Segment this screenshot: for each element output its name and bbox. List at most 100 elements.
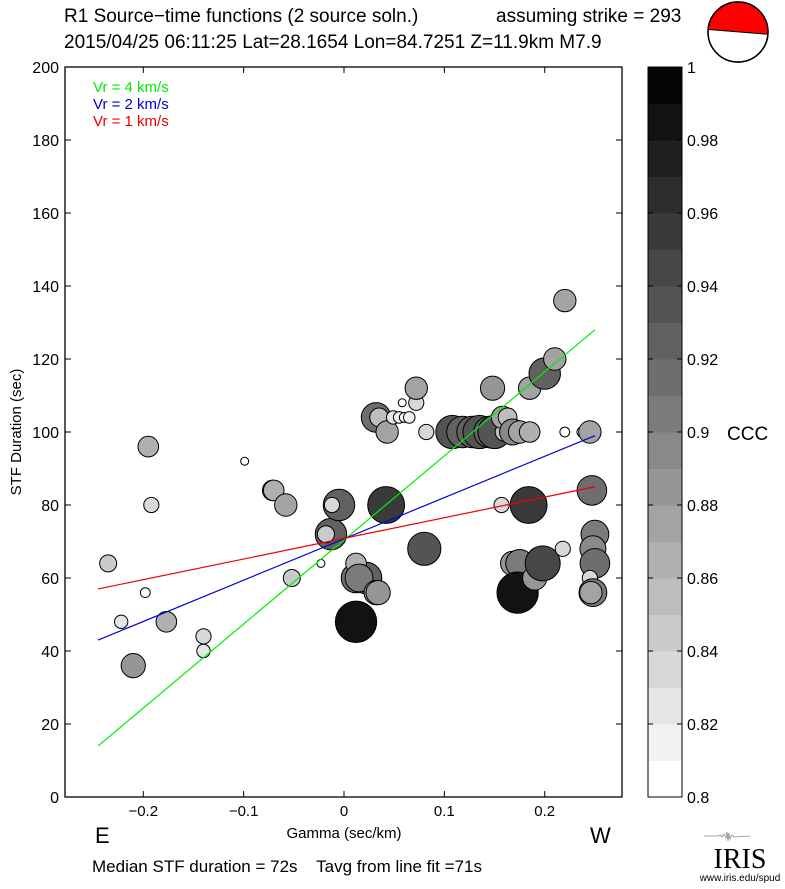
colorbar-step: [648, 432, 682, 469]
data-point: [553, 288, 577, 313]
colorbar-tick-label: 0.96: [687, 206, 718, 223]
data-point: [196, 643, 211, 659]
y-tick-label: 60: [41, 571, 59, 588]
data-point: [524, 545, 561, 582]
data-point: [543, 347, 567, 371]
legend-entry: Vr = 4 km/s: [93, 79, 169, 96]
colorbar-tick-label: 0.88: [687, 498, 718, 515]
data-point: [334, 600, 378, 643]
strike-label: assuming strike = 293: [496, 6, 682, 27]
data-point: [274, 493, 298, 517]
chart-title-line2: 2015/04/25 06:11:25 Lat=28.1654 Lon=84.7…: [64, 32, 602, 53]
x-axis-label: Gamma (sec/km): [286, 825, 401, 842]
x-tick-label: 0.2: [534, 803, 555, 820]
data-point: [282, 569, 301, 587]
colorbar-tick-label: 0.82: [687, 717, 718, 734]
x-tick-label: −0.1: [229, 803, 259, 820]
y-tick-label: 200: [32, 60, 59, 77]
data-point: [404, 376, 428, 400]
colorbar-step: [648, 724, 682, 761]
colorbar-step: [648, 578, 682, 615]
colorbar-step: [648, 651, 682, 688]
data-point: [316, 558, 326, 568]
data-point: [576, 475, 608, 506]
iris-logo-text: IRIS: [714, 844, 767, 875]
y-tick-label: 40: [41, 644, 59, 661]
data-point: [365, 580, 391, 606]
colorbar-step: [648, 67, 682, 104]
x-tick-label: 0: [340, 803, 348, 820]
colorbar-tick-label: 0.8: [687, 790, 709, 807]
colorbar-step: [648, 140, 682, 177]
data-point: [99, 554, 118, 573]
colorbar-tick-label: 0.98: [687, 133, 718, 150]
colorbar-step: [648, 505, 682, 542]
colorbar-step: [648, 213, 682, 250]
data-point: [554, 540, 571, 557]
y-tick-label: 80: [41, 498, 59, 515]
data-point: [114, 614, 129, 629]
focal-mechanism-beachball-icon: [707, 1, 769, 63]
colorbar: 0.8 0.82 0.84 0.86 0.88 0.9 0.92 0.94 0.96 0.98 1: [647, 60, 718, 807]
y-tick-label: 140: [32, 279, 59, 296]
data-point: [344, 563, 374, 593]
y-tick-label: 180: [32, 133, 59, 150]
colorbar-step: [648, 541, 682, 579]
iris-logo[interactable]: IRIS www.iris.edu/spud: [699, 831, 782, 884]
data-point: [407, 531, 442, 566]
colorbar-label: CCC: [727, 424, 768, 445]
chart-title-line1: R1 Source−time functions (2 source soln.…: [64, 6, 419, 27]
colorbar-step: [648, 687, 682, 725]
data-point: [579, 580, 603, 605]
y-tick-label: 100: [32, 425, 59, 442]
colorbar-tick-label: 1: [687, 60, 696, 77]
colorbar-tick-label: 0.94: [687, 279, 718, 296]
colorbar-step: [648, 176, 682, 214]
colorbar-step: [648, 249, 682, 287]
data-point: [137, 435, 160, 458]
iris-logo-url: www.iris.edu/spud: [700, 873, 780, 884]
colorbar-tick-label: 0.92: [687, 352, 718, 369]
colorbar-step: [648, 359, 682, 396]
colorbar-step: [648, 286, 682, 323]
y-tick-label: 20: [41, 717, 59, 734]
west-label: W: [590, 823, 611, 848]
data-point: [323, 496, 341, 514]
footer-summary: Median STF duration = 72s Tavg from line…: [92, 857, 482, 876]
data-point: [195, 628, 212, 645]
data-point: [139, 587, 151, 598]
legend-entry: Vr = 2 km/s: [93, 96, 169, 113]
data-point: [143, 496, 160, 514]
data-point: [316, 525, 335, 544]
data-point: [578, 420, 602, 444]
colorbar-step: [648, 395, 682, 433]
colorbar-step: [648, 760, 682, 798]
colorbar-step: [648, 468, 682, 506]
colorbar-tick-label: 0.9: [687, 425, 709, 442]
colorbar-step: [648, 322, 682, 360]
data-point: [397, 398, 407, 408]
x-tick-label: −0.2: [128, 803, 158, 820]
legend-entry: Vr = 1 km/s: [93, 113, 169, 130]
colorbar-step: [648, 103, 682, 141]
colorbar-step: [648, 614, 682, 652]
plot-area: −0.2 −0.1 0 0.1 0.2 0 20 40 60 80 100 120 140 160 180 2…: [32, 60, 623, 820]
data-point: [402, 411, 416, 424]
y-axis-label: STF Duration (sec): [8, 369, 25, 496]
y-tick-label: 160: [32, 206, 59, 223]
fit-line: [97, 486, 596, 590]
data-point: [418, 423, 435, 441]
colorbar-tick-label: 0.86: [687, 571, 718, 588]
colorbar-tick-label: 0.84: [687, 644, 718, 661]
data-point: [509, 486, 548, 524]
data-point: [120, 653, 146, 679]
data-point: [240, 456, 250, 466]
data-point: [479, 375, 506, 401]
seismogram-icon: IRIS www.iris.edu/spud: [699, 831, 780, 884]
y-tick-label: 120: [32, 352, 59, 369]
east-label: E: [95, 823, 110, 848]
data-point: [518, 421, 541, 443]
data-point: [559, 426, 571, 438]
x-tick-label: 0.1: [434, 803, 455, 820]
